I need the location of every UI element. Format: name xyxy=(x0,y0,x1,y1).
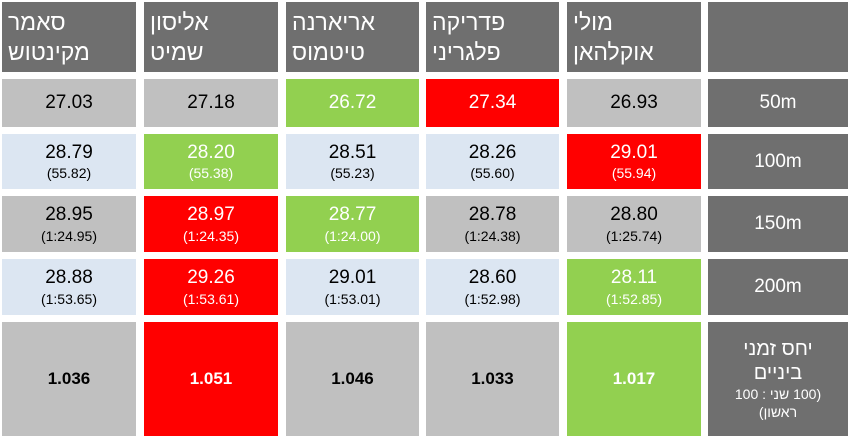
split-time: 28.11 xyxy=(610,267,658,289)
split-time-cell: 28.88 (1:53.65) xyxy=(2,259,136,315)
split-ratio-label-note: ראשון) xyxy=(758,404,798,420)
distance-label-text: 100m xyxy=(754,150,802,172)
swimmer-last-name: שמיט xyxy=(150,38,204,65)
split-time: 29.01 xyxy=(328,267,377,289)
split-time-cell: 28.78 (1:24.38) xyxy=(426,196,559,252)
split-time-cell: 26.72 xyxy=(286,79,419,127)
split-ratio-value: 1.051 xyxy=(189,369,233,389)
split-ratio-cell: 1.051 xyxy=(144,322,278,436)
split-ratio-value: 1.046 xyxy=(331,369,374,389)
split-time: 27.18 xyxy=(187,92,235,114)
split-ratio-cell: 1.033 xyxy=(426,322,559,436)
cumulative-time: (1:24.00) xyxy=(324,227,381,244)
split-time-cell: 29.01 (1:53.01) xyxy=(286,259,419,315)
split-time: 28.95 xyxy=(45,204,93,226)
swimmer-header: פדריקה פלגריני xyxy=(426,2,559,72)
split-time: 28.51 xyxy=(328,141,377,163)
split-time-cell: 26.93 xyxy=(567,79,701,127)
cumulative-time: (1:52.98) xyxy=(464,290,521,307)
cumulative-time: (55.94) xyxy=(611,165,657,182)
split-time: 29.26 xyxy=(187,267,235,289)
swimmer-last-name: מקינטוש xyxy=(8,38,90,65)
split-time-cell: 29.01 (55.94) xyxy=(567,134,701,189)
swimmer-last-name: אוקלהאן xyxy=(573,38,654,65)
split-time: 28.78 xyxy=(468,204,517,226)
split-time: 28.26 xyxy=(468,141,517,163)
split-time-cell: 28.11 (1:52.85) xyxy=(567,259,701,315)
cumulative-time: (1:53.65) xyxy=(40,290,98,307)
cumulative-time: (1:24.38) xyxy=(464,227,521,244)
distance-label-text: 50m xyxy=(759,92,797,114)
split-time: 28.60 xyxy=(468,267,517,289)
swimmer-last-name: טיטמוס xyxy=(292,38,365,65)
swimmer-last-name: פלגריני xyxy=(432,38,501,65)
swimmer-header: סאמר מקינטוש xyxy=(2,2,136,72)
split-time-cell: 28.77 (1:24.00) xyxy=(286,196,419,252)
split-time: 28.77 xyxy=(328,204,377,226)
swimmer-header: אליסון שמיט xyxy=(144,2,278,72)
split-ratio-label-line: ביניים xyxy=(753,361,803,384)
split-time-cell: 28.79 (55.82) xyxy=(2,134,136,189)
cumulative-time: (1:53.61) xyxy=(182,290,240,307)
split-time-cell: 27.18 xyxy=(144,79,278,127)
split-time: 26.72 xyxy=(328,92,377,114)
cumulative-time: (1:24.35) xyxy=(182,227,240,244)
split-time-cell: 28.51 (55.23) xyxy=(286,134,419,189)
split-time: 28.79 xyxy=(45,141,93,163)
split-ratio-value: 1.036 xyxy=(47,369,91,389)
distance-label: 200m xyxy=(708,259,848,315)
split-ratio-cell: 1.017 xyxy=(567,322,701,436)
split-time-cell: 27.03 xyxy=(2,79,136,127)
cumulative-time: (1:53.01) xyxy=(324,290,381,307)
split-ratio-cell: 1.046 xyxy=(286,322,419,436)
split-time: 28.88 xyxy=(45,267,93,289)
split-ratio-label-line: יחס זמני xyxy=(743,337,813,360)
split-ratio-label-note: (100 שני : 100 xyxy=(734,385,822,402)
swimmer-header: מולי אוקלהאן xyxy=(567,2,701,72)
swimmer-first-name: פדריקה xyxy=(432,9,506,35)
split-time: 28.97 xyxy=(187,204,235,226)
header-corner-cell xyxy=(708,2,848,72)
cumulative-time: (55.23) xyxy=(330,165,375,182)
split-time: 28.20 xyxy=(187,141,235,163)
swimmer-first-name: סאמר xyxy=(8,9,66,35)
cumulative-time: (1:52.85) xyxy=(605,290,663,307)
swimmer-header: אריארנה טיטמוס xyxy=(286,2,419,72)
split-time: 29.01 xyxy=(610,141,658,163)
cumulative-time: (55.60) xyxy=(470,165,515,182)
split-time-cell: 27.34 xyxy=(426,79,559,127)
distance-label-text: 200m xyxy=(754,276,802,298)
distance-label: 150m xyxy=(708,196,848,252)
split-time: 27.34 xyxy=(468,92,517,114)
split-time: 28.80 xyxy=(610,204,658,226)
split-ratio-value: 1.033 xyxy=(471,369,514,389)
swimmer-first-name: מולי xyxy=(573,9,613,35)
split-time-cell: 28.97 (1:24.35) xyxy=(144,196,278,252)
split-time-cell: 28.26 (55.60) xyxy=(426,134,559,189)
cumulative-time: (55.38) xyxy=(188,165,234,182)
cumulative-time: (1:25.74) xyxy=(605,227,663,244)
split-time-cell: 29.26 (1:53.61) xyxy=(144,259,278,315)
split-time: 27.03 xyxy=(45,92,93,114)
split-time-cell: 28.20 (55.38) xyxy=(144,134,278,189)
split-time-cell: 28.80 (1:25.74) xyxy=(567,196,701,252)
split-time-cell: 28.95 (1:24.95) xyxy=(2,196,136,252)
distance-label-text: 150m xyxy=(754,213,802,235)
cumulative-time: (55.82) xyxy=(46,165,92,182)
cumulative-time: (1:24.95) xyxy=(40,227,98,244)
swimmer-first-name: אליסון xyxy=(150,9,209,35)
split-ratio-label: יחס זמני ביניים (100 שני : 100 ראשון) xyxy=(708,322,848,436)
distance-label: 100m xyxy=(708,134,848,189)
split-time-cell: 28.60 (1:52.98) xyxy=(426,259,559,315)
split-ratio-cell: 1.036 xyxy=(2,322,136,436)
split-ratio-value: 1.017 xyxy=(612,369,656,389)
swimmer-first-name: אריארנה xyxy=(292,9,375,35)
split-time: 26.93 xyxy=(610,92,658,114)
distance-label: 50m xyxy=(708,79,848,127)
